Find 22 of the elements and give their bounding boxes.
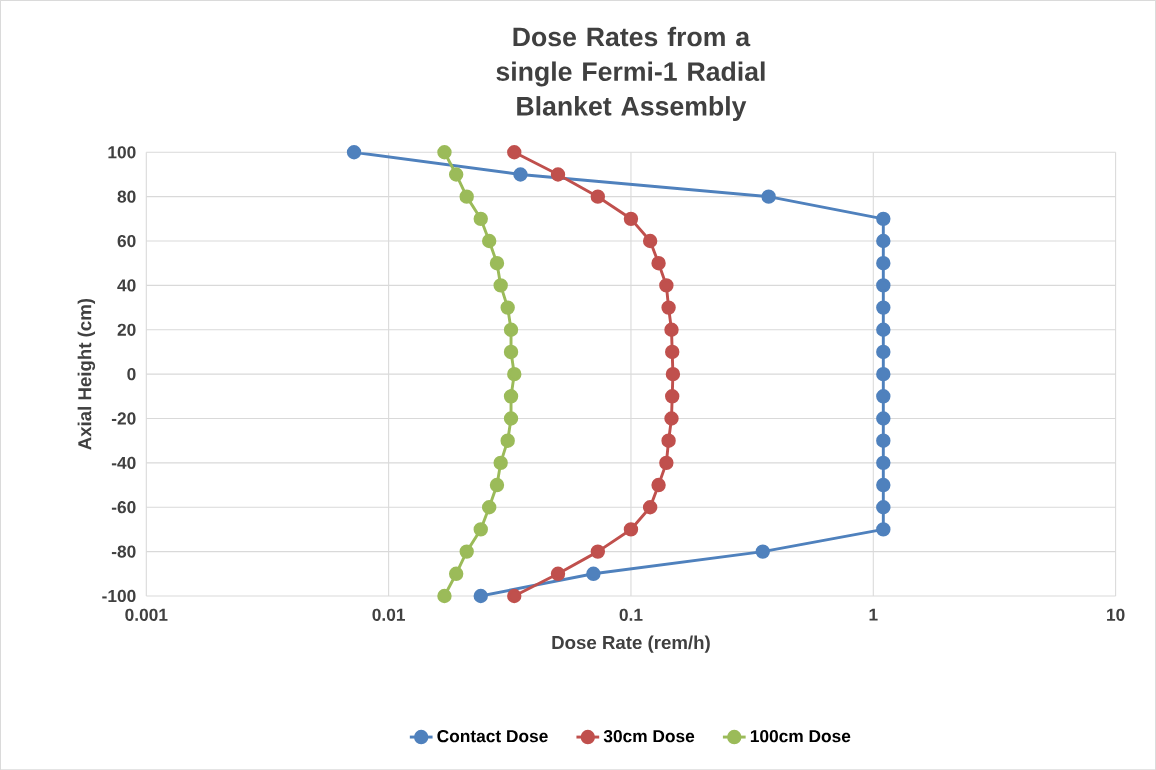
y-tick-label: -100 [102, 589, 136, 602]
x-axis-title: Dose Rate (rem/h) [552, 635, 710, 653]
y-tick-label: -60 [111, 500, 136, 514]
legend-label: 100cm Dose [750, 729, 851, 743]
y-tick-label: -20 [111, 412, 136, 425]
y-tick-label: 20 [117, 323, 136, 336]
legend-label: 30cm Dose [603, 729, 695, 743]
x-tick-label: 0.1 [619, 608, 643, 621]
y-tick-label: -80 [111, 545, 136, 558]
x-tick-label: 0.001 [125, 608, 168, 621]
y-axis-title: Axial Height (cm) [77, 298, 96, 450]
x-tick-label: 0.01 [372, 608, 405, 621]
y-tick-label: 40 [117, 279, 136, 292]
y-tick-label: 100 [108, 146, 136, 159]
y-tick-label: 60 [117, 234, 136, 248]
y-tick-label: 80 [117, 190, 136, 203]
legend-label: Contact Dose [437, 729, 548, 743]
x-tick-label: 10 [1107, 608, 1125, 621]
chart-title: Dose Rates from a single Fermi-1 Radial Blanket Assembly [496, 26, 765, 121]
y-tick-label: 0 [127, 367, 136, 381]
x-tick-label: 1 [869, 608, 878, 621]
y-tick-label: -40 [111, 456, 136, 469]
